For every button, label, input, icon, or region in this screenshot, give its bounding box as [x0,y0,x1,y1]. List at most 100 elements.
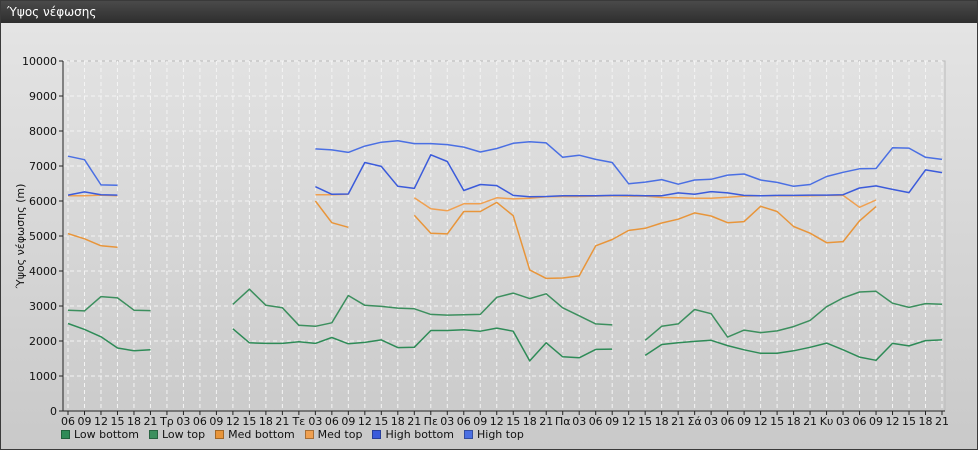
x-tick-label: Πα [555,415,571,428]
legend-item: Med top [304,426,363,442]
x-tick-label: 18 [787,415,801,428]
legend-swatch [148,429,158,439]
legend-label: Low bottom [74,427,139,441]
legend-swatch [215,429,225,439]
y-tick-label: 5000 [29,230,57,243]
x-tick-label: Τρ [159,415,174,428]
x-tick-label: Τε [292,415,306,428]
x-tick-label: 12 [490,415,504,428]
x-tick-label: 21 [275,415,289,428]
chart-legend: Low bottom Low top Med bottom Med top High b… [61,426,528,442]
series-line-low-bottom [67,322,151,352]
x-tick-label: 06 [61,415,75,428]
x-tick-label: 18 [127,415,141,428]
x-tick-label: 15 [902,415,916,428]
x-tick-label: 12 [358,415,372,428]
legend-label: High bottom [385,427,454,441]
x-tick-label: 06 [589,415,603,428]
y-tick-label: 10000 [22,55,57,68]
y-tick-label: 9000 [29,90,57,103]
legend-label: Med top [317,427,363,441]
series-line-low-bottom [644,339,943,362]
x-tick-label: Πε [424,415,438,428]
legend-item: High top [464,426,524,442]
x-tick-label: 09 [605,415,619,428]
x-tick-label: 12 [622,415,636,428]
legend-item: Med bottom [215,426,295,442]
x-tick-label: 09 [77,415,91,428]
x-tick-label: Κυ [820,415,834,428]
x-tick-label: 12 [754,415,768,428]
series-line-med-bottom [314,200,349,229]
x-tick-label: 21 [803,415,817,428]
legend-swatch [304,429,314,439]
series-line-high-top [315,140,943,188]
x-tick-label: 09 [737,415,751,428]
legend-swatch [61,429,70,439]
x-tick-label: 09 [341,415,355,428]
x-tick-label: 06 [325,415,339,428]
legend-label: Med bottom [228,427,295,441]
x-tick-label: 21 [407,415,421,428]
legend-label: Low top [161,427,206,441]
x-tick-label: 03 [440,415,454,428]
x-tick-label: 12 [226,415,240,428]
legend-swatch [464,429,473,439]
x-tick-label: 15 [242,415,256,428]
y-tick-label: 1000 [29,370,57,383]
x-tick-label: 15 [638,415,652,428]
x-tick-label: 03 [836,415,850,428]
y-tick-label: 6000 [29,195,57,208]
x-tick-label: 21 [935,415,949,428]
x-tick-label: 06 [853,415,867,428]
series-line-low-top [232,288,613,328]
series-line-high-bottom [67,191,118,196]
x-tick-label: 09 [209,415,223,428]
y-tick-label: 7000 [29,160,57,173]
legend-item: High bottom [372,426,454,442]
x-tick-label: 18 [655,415,669,428]
legend-item: Low top [148,426,206,442]
x-tick-label: 21 [671,415,685,428]
x-tick-label: 03 [704,415,718,428]
x-tick-label: 06 [721,415,735,428]
x-tick-label: 18 [259,415,273,428]
x-tick-label: 03 [308,415,322,428]
series-line-high-top [67,155,118,187]
legend-label: High top [477,427,524,441]
x-tick-label: 18 [919,415,933,428]
y-tick-label: 4000 [29,265,57,278]
series-line-high-bottom [315,154,943,198]
legend-swatch [372,429,382,439]
x-tick-label: 21 [539,415,553,428]
x-tick-label: 15 [110,415,124,428]
x-tick-label: 09 [869,415,883,428]
series-line-low-top [644,290,943,341]
x-tick-label: 21 [143,415,157,428]
x-tick-label: 15 [374,415,388,428]
legend-item: Low bottom [61,426,139,442]
x-tick-label: 09 [473,415,487,428]
y-tick-label: 8000 [29,125,57,138]
x-tick-label: 15 [770,415,784,428]
series-line-med-bottom [413,201,877,280]
x-tick-label: 15 [506,415,520,428]
series-line-low-bottom [232,327,613,362]
x-tick-label: 18 [523,415,537,428]
y-tick-label: 3000 [29,300,57,313]
x-tick-label: 12 [94,415,108,428]
y-tick-label: 0 [50,405,57,418]
x-tick-label: 12 [886,415,900,428]
x-tick-label: 03 [176,415,190,428]
x-tick-label: 06 [457,415,471,428]
series-line-low-top [67,295,151,312]
y-tick-label: 2000 [29,335,57,348]
x-tick-label: 06 [193,415,207,428]
x-tick-label: 18 [391,415,405,428]
x-tick-label: 03 [572,415,586,428]
y-axis-label: Ύψος νέφωσης (m) [14,184,27,290]
x-tick-label: Σά [688,415,702,428]
window-title: Ύψος νέφωσης [1,1,977,23]
